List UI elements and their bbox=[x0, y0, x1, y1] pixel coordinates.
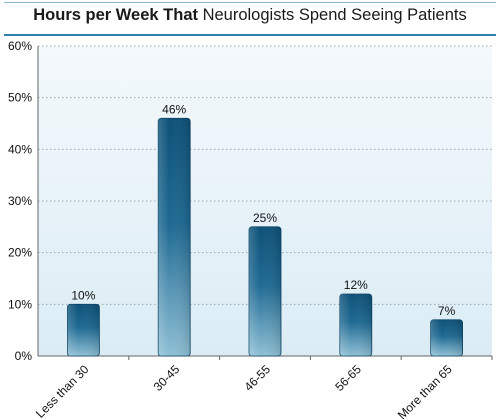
data-label: 46% bbox=[162, 102, 186, 116]
data-label: 12% bbox=[344, 278, 368, 292]
chart-title-bold: Hours per Week That bbox=[33, 6, 198, 24]
data-labels: 10% 46% 25% 12% 7% bbox=[71, 102, 455, 318]
bar bbox=[430, 319, 464, 357]
data-label: 10% bbox=[71, 288, 95, 302]
x-tick-label: Less than 30 bbox=[33, 362, 92, 420]
title-top-rule bbox=[4, 2, 496, 3]
y-tick-label: 0% bbox=[15, 349, 33, 363]
chart-title: Hours per Week That Neurologists Spend S… bbox=[0, 6, 500, 25]
data-label: 25% bbox=[253, 211, 277, 225]
y-tick-label: 60% bbox=[8, 39, 32, 53]
x-tick-label: 46-55 bbox=[242, 362, 274, 394]
title-bottom-rule bbox=[4, 34, 496, 36]
bar bbox=[248, 226, 282, 357]
bar bbox=[157, 117, 191, 357]
x-tick-label: 56-65 bbox=[332, 362, 364, 394]
x-tick-label: 30-45 bbox=[151, 362, 183, 394]
y-tick-label: 30% bbox=[8, 194, 32, 208]
y-axis-tick-labels: 0% 10% 20% 30% 40% 50% 60% bbox=[8, 39, 32, 363]
x-tick-label: More than 65 bbox=[395, 362, 455, 420]
x-axis-tick-labels: Less than 30 30-45 46-55 56-65 More than 65 bbox=[33, 362, 455, 420]
data-label: 7% bbox=[438, 304, 456, 318]
y-tick-label: 10% bbox=[8, 297, 32, 311]
bar bbox=[67, 303, 100, 357]
chart-title-area: Hours per Week That Neurologists Spend S… bbox=[0, 0, 500, 38]
y-tick-label: 40% bbox=[8, 142, 32, 156]
bars bbox=[67, 117, 464, 357]
chart-title-rest: Neurologists Spend Seeing Patients bbox=[202, 6, 467, 24]
y-tick-label: 20% bbox=[8, 246, 32, 260]
bar bbox=[339, 293, 373, 357]
y-tick-label: 50% bbox=[8, 91, 32, 105]
